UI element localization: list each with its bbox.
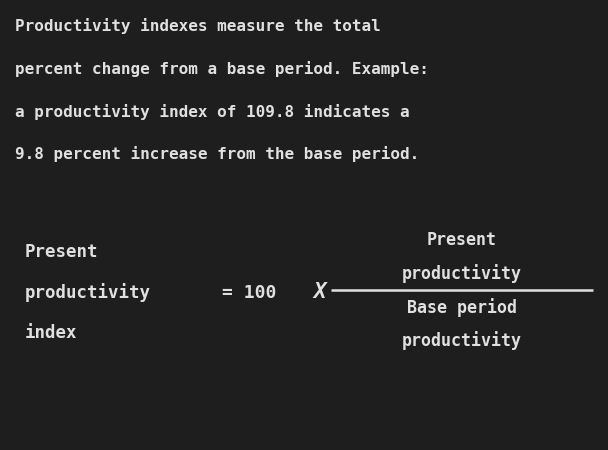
Text: productivity: productivity [402,264,522,283]
Text: 9.8 percent increase from the base period.: 9.8 percent increase from the base perio… [15,146,420,162]
Text: index: index [24,324,77,342]
Text: Present: Present [427,230,497,248]
Text: = 100: = 100 [222,284,276,302]
Text: Productivity indexes measure the total: Productivity indexes measure the total [15,18,381,34]
Text: productivity: productivity [402,331,522,351]
Text: X: X [313,283,326,302]
Text: percent change from a base period. Example:: percent change from a base period. Examp… [15,61,429,77]
Text: Base period: Base period [407,297,517,317]
Text: Present: Present [24,243,98,261]
Text: productivity: productivity [24,283,150,302]
Text: a productivity index of 109.8 indicates a: a productivity index of 109.8 indicates … [15,104,410,120]
